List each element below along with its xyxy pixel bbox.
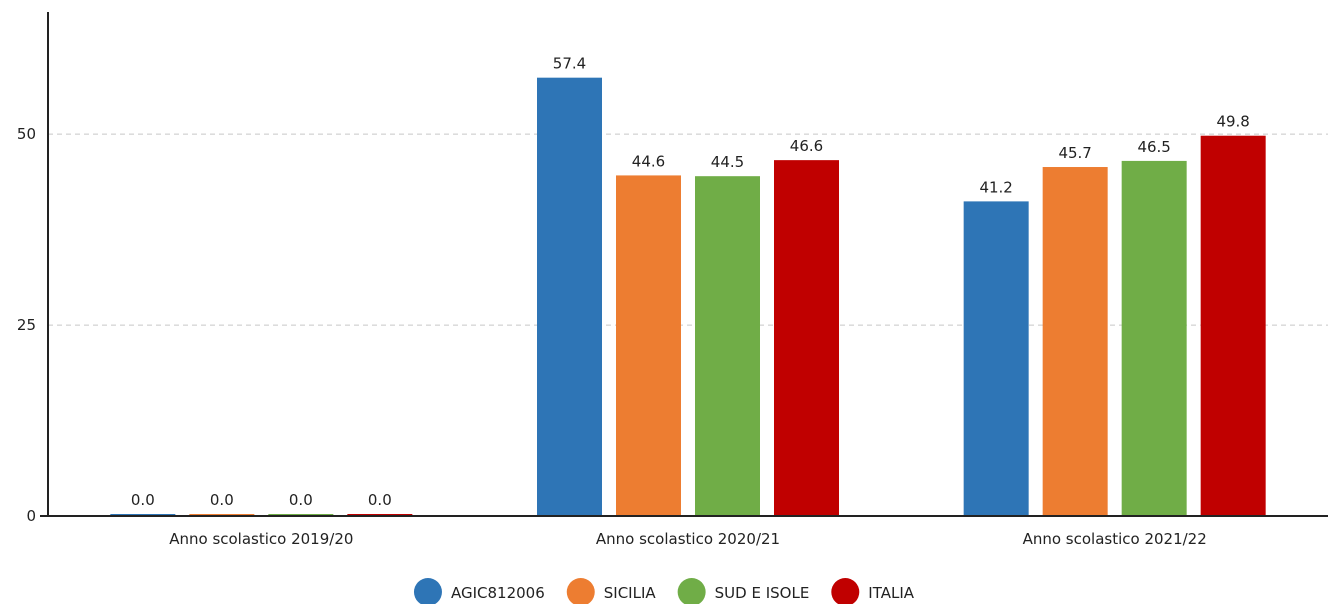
data-label: 57.4 [553,55,586,73]
data-label: 0.0 [210,491,234,509]
legend-swatch [831,578,860,604]
bar [1121,160,1187,516]
data-label: 0.0 [131,491,155,509]
y-tick-label: 25 [17,316,36,334]
bar [963,201,1029,516]
legend-label: ITALIA [868,584,914,602]
bar [695,176,760,516]
legend: AGIC812006 SICILIA SUD E ISOLE ITALIA [413,578,915,604]
data-labels: 0.0 0.0 0.0 0.0 57.4 44.6 44.5 46.6 41.2 45.7 46.5… [131,55,1250,509]
legend-label: SUD E ISOLE [715,584,810,602]
legend-swatch [413,578,442,604]
x-category-label: Anno scolastico 2020/21 [596,530,780,548]
axes: 0 25 50 Anno scolastico 2019/20 Anno scolast… [17,12,1328,548]
data-label: 45.7 [1058,144,1091,162]
bar [616,175,681,516]
x-category-label: Anno scolastico 2021/22 [1023,530,1207,548]
bar [1042,167,1108,516]
data-label: 46.6 [790,137,823,155]
data-label: 0.0 [289,491,313,509]
data-label: 0.0 [368,491,392,509]
y-tick-label: 50 [17,125,36,143]
legend-label: AGIC812006 [451,584,545,602]
legend-label: SICILIA [604,584,657,602]
bar [537,77,602,516]
data-label: 41.2 [979,178,1012,196]
y-tick-label: 0 [26,507,36,525]
bar [774,160,839,517]
bars [110,77,1266,517]
legend-swatch [677,578,706,604]
data-label: 49.8 [1216,113,1249,131]
x-category-label: Anno scolastico 2019/20 [169,530,353,548]
data-label: 44.5 [711,153,744,171]
bar [1200,135,1266,516]
data-label: 44.6 [632,152,665,170]
legend-swatch [566,578,595,604]
data-label: 46.5 [1137,138,1170,156]
